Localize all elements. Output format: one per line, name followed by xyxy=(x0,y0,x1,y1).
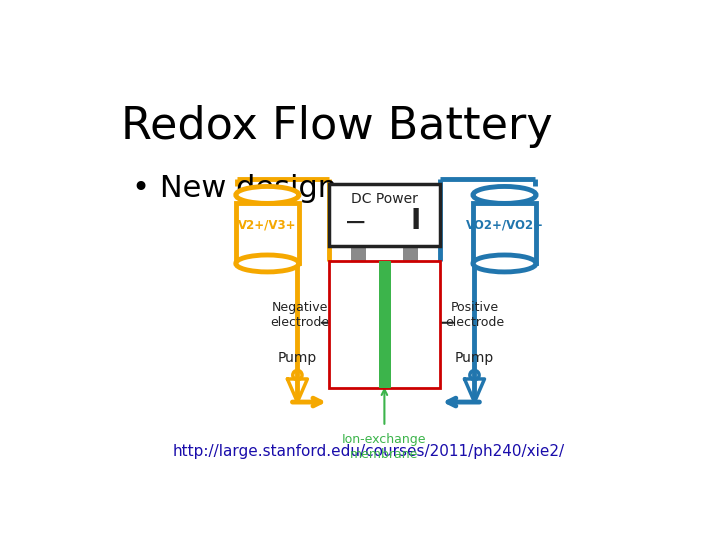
Bar xyxy=(235,204,299,264)
Text: −: − xyxy=(344,208,367,237)
Bar xyxy=(403,246,418,388)
Bar xyxy=(473,204,536,264)
Text: DC Power: DC Power xyxy=(351,192,418,206)
Text: Negative
electrode: Negative electrode xyxy=(270,301,329,329)
Bar xyxy=(329,184,440,246)
Text: • New design: • New design xyxy=(132,174,337,203)
Bar xyxy=(351,246,366,388)
Text: http://large.stanford.edu/courses/2011/ph240/xie2/: http://large.stanford.edu/courses/2011/p… xyxy=(173,444,565,459)
Text: Positive
electrode: Positive electrode xyxy=(446,301,505,329)
Text: Pump: Pump xyxy=(278,351,317,365)
Text: Ion-exchange
membrane: Ion-exchange membrane xyxy=(342,433,427,461)
Text: I: I xyxy=(410,207,420,235)
Ellipse shape xyxy=(235,186,299,204)
Ellipse shape xyxy=(473,186,536,204)
Ellipse shape xyxy=(235,255,299,272)
Text: Pump: Pump xyxy=(455,351,494,365)
Bar xyxy=(379,261,390,388)
Text: VO2+/VO2+: VO2+/VO2+ xyxy=(466,219,544,232)
Bar xyxy=(329,261,440,388)
Text: Redox Flow Battery: Redox Flow Battery xyxy=(121,105,553,148)
Ellipse shape xyxy=(473,255,536,272)
Text: V2+/V3+: V2+/V3+ xyxy=(238,219,297,232)
